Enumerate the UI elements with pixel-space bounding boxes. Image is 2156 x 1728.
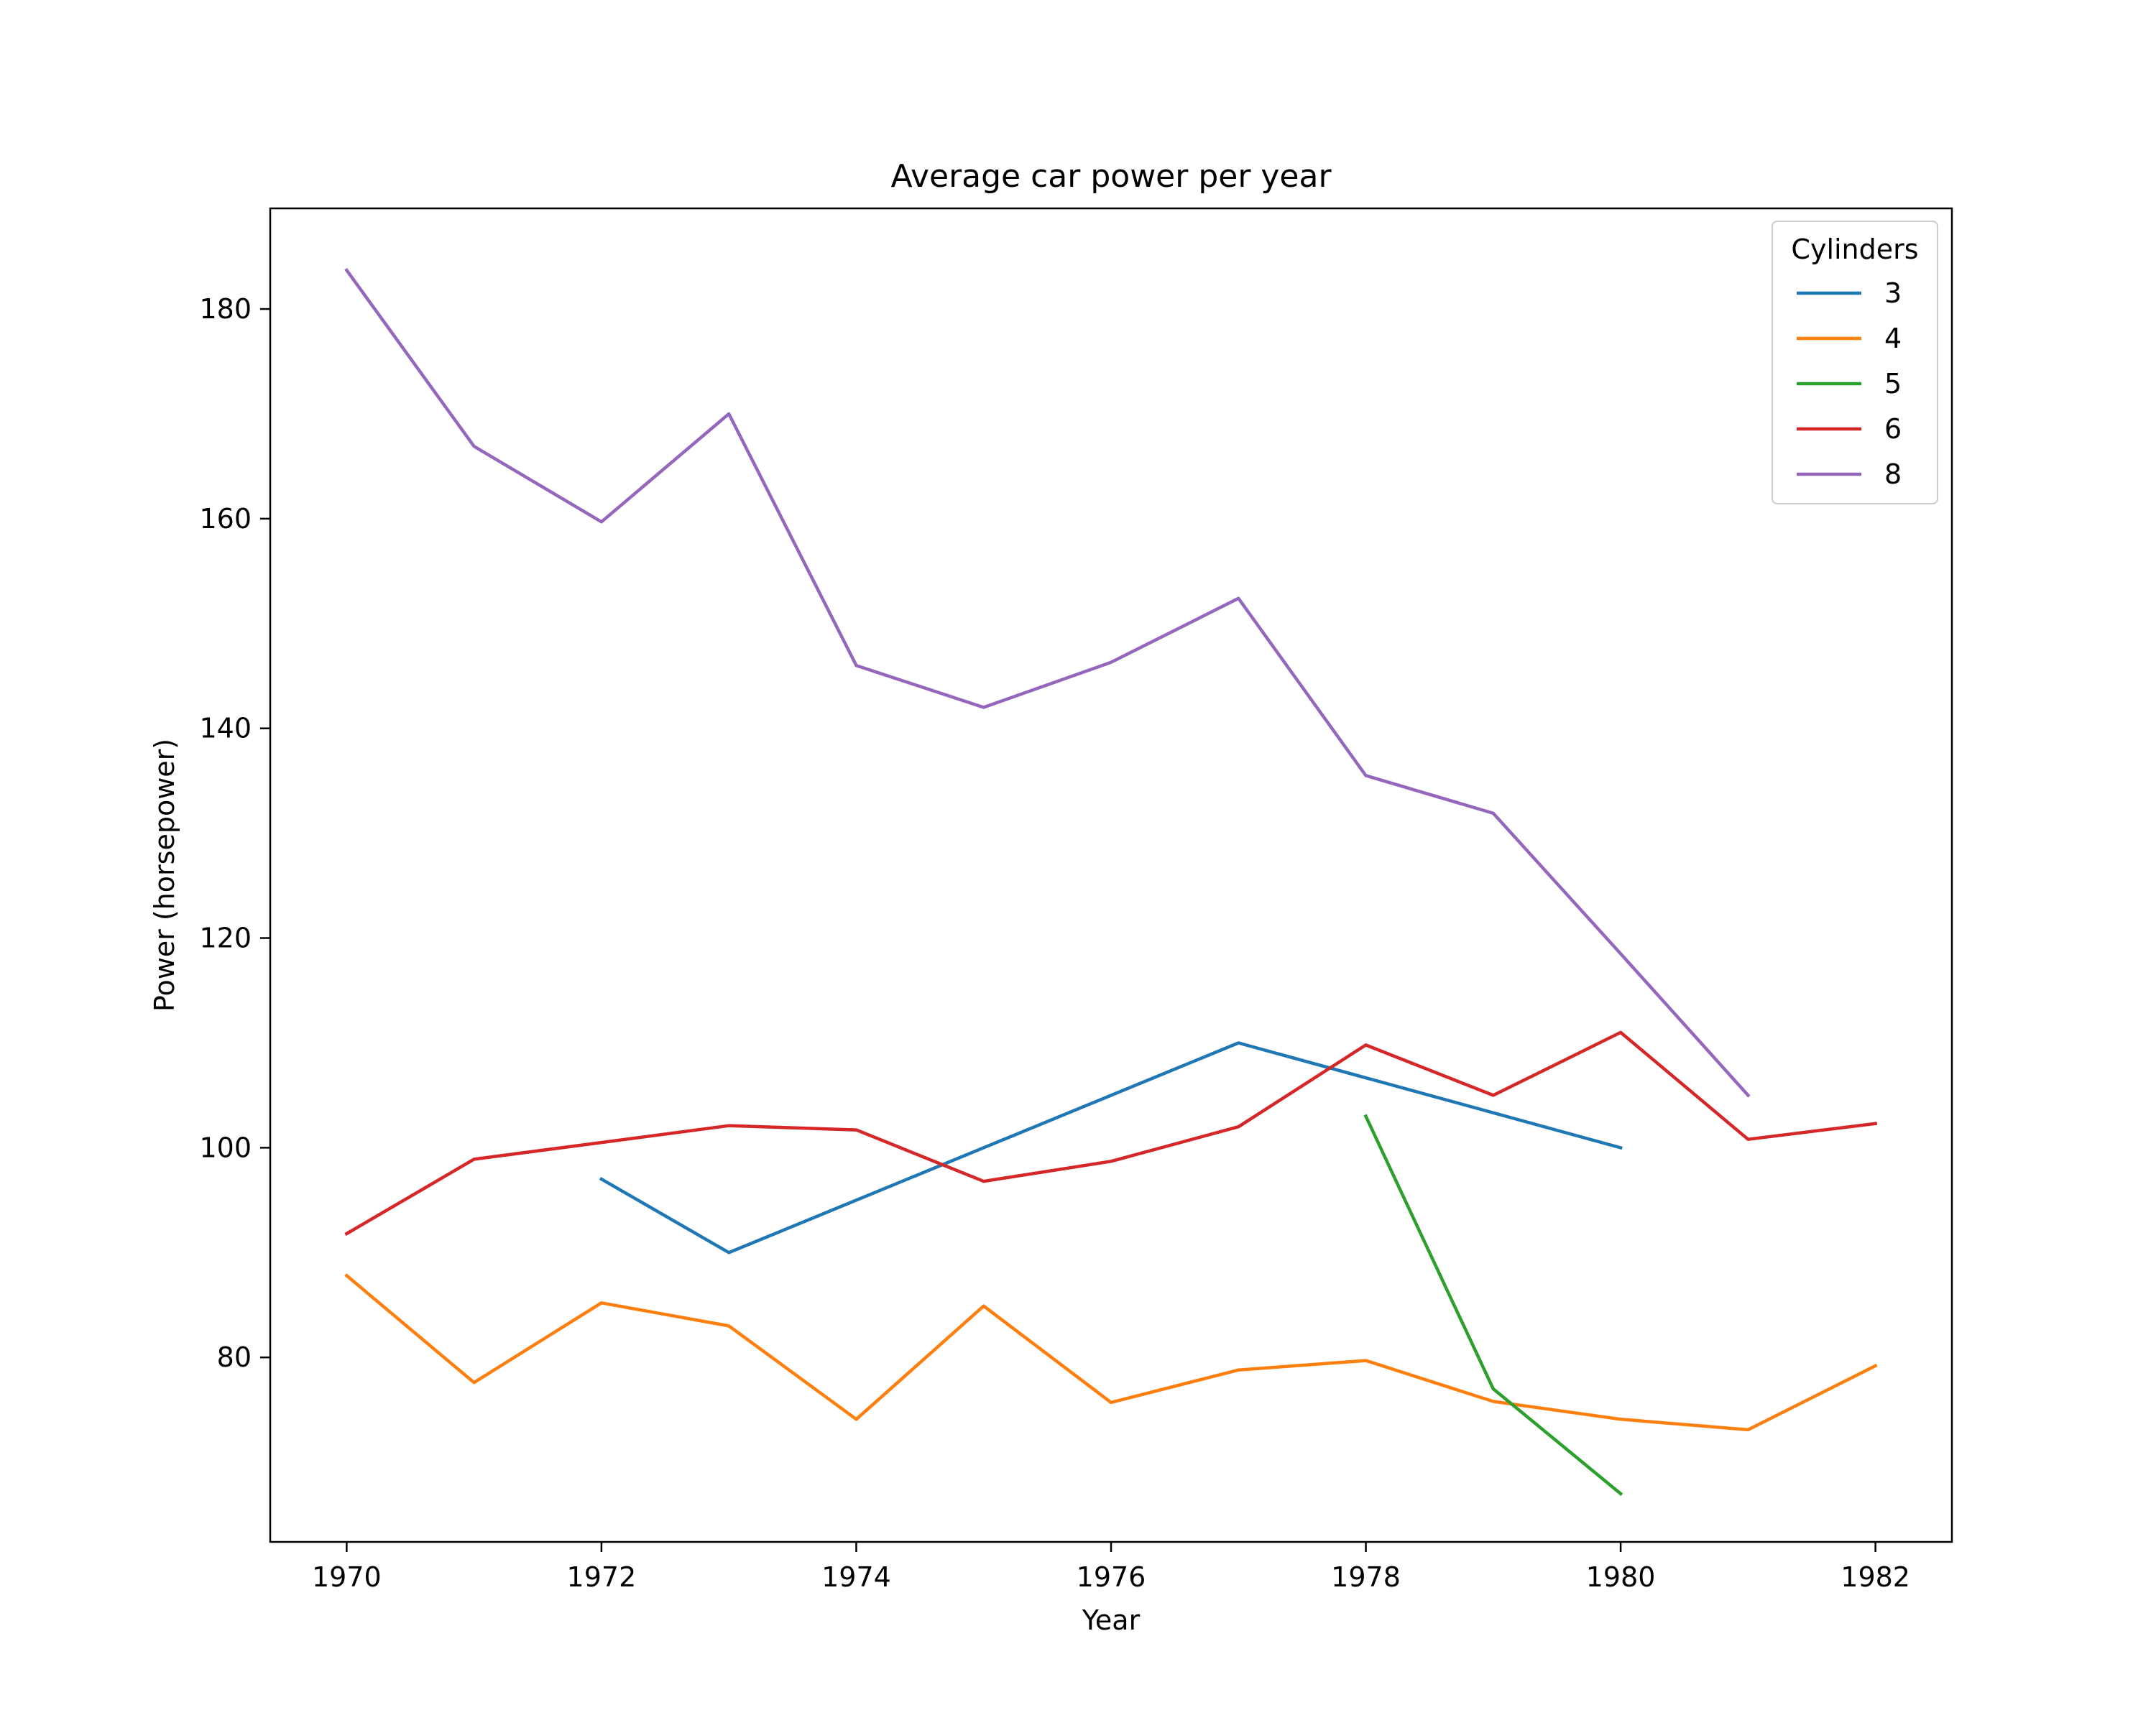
y-tick-label: 120 [199, 923, 252, 954]
y-tick-label: 140 [199, 713, 252, 744]
series-line-5 [1363, 1114, 1623, 1497]
y-axis: 80 100 120 140 160 180 [199, 293, 270, 1373]
legend-label-8: 8 [1884, 458, 1902, 490]
legend-label-5: 5 [1884, 368, 1902, 399]
x-tick-label: 1970 [312, 1561, 382, 1593]
series-line-3 [599, 1041, 1623, 1255]
y-tick-label: 80 [217, 1341, 252, 1373]
chart-title: Average car power per year [890, 158, 1332, 195]
legend: Cylinders 3 4 5 6 8 [1772, 221, 1938, 504]
y-tick-label: 180 [199, 293, 252, 325]
legend-label-3: 3 [1884, 277, 1902, 309]
x-tick-label: 1972 [567, 1561, 637, 1593]
x-tick-label: 1974 [821, 1561, 891, 1593]
legend-title: Cylinders [1791, 234, 1918, 265]
y-axis-label: Power (horsepower) [149, 739, 180, 1012]
x-axis: 1970 1972 1974 1976 1978 1980 1982 [312, 1542, 1910, 1593]
series-line-4 [344, 1273, 1878, 1432]
legend-label-6: 6 [1884, 413, 1902, 445]
y-tick-label: 160 [199, 503, 252, 535]
legend-label-4: 4 [1884, 323, 1902, 354]
y-tick-label: 100 [199, 1132, 252, 1163]
x-tick-label: 1980 [1586, 1561, 1656, 1593]
series-line-8 [344, 267, 1751, 1098]
x-tick-label: 1978 [1331, 1561, 1401, 1593]
x-axis-label: Year [1082, 1604, 1141, 1636]
x-tick-label: 1982 [1841, 1561, 1910, 1593]
x-tick-label: 1976 [1077, 1561, 1146, 1593]
series-line-6 [344, 1030, 1878, 1237]
plot-area [344, 267, 1878, 1497]
